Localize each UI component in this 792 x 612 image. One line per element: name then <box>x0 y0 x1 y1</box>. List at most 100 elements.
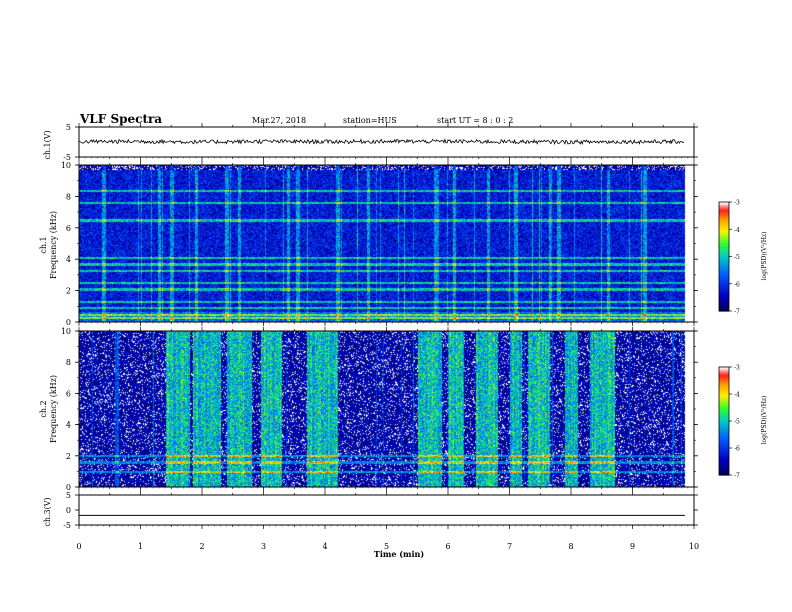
y-tick-label: 2 <box>66 452 71 461</box>
colorbar-cell <box>719 391 729 394</box>
colorbar-cell <box>719 458 729 461</box>
colorbar-cell <box>719 214 729 217</box>
colorbar-cell <box>719 443 729 446</box>
colorbar-tick-label: -5 <box>734 419 740 426</box>
colorbar-cell <box>719 384 729 387</box>
colorbar-cell <box>719 289 729 292</box>
colorbar-cell <box>719 450 729 453</box>
colorbar-cell <box>719 421 729 423</box>
y-tick-label: 5 <box>66 123 71 132</box>
colorbar-cell <box>719 460 729 463</box>
colorbar-cell <box>719 375 729 378</box>
colorbar-cell <box>719 206 729 209</box>
colorbar-cell <box>719 278 729 281</box>
ch1-spectrogram-ylabel: Frequency (kHz) <box>49 211 58 279</box>
colorbar-cell <box>719 208 729 211</box>
colorbar-cell <box>719 241 729 244</box>
x-axis-label: Time (min) <box>374 549 424 559</box>
colorbar-cell <box>719 236 729 239</box>
colorbar-cell <box>719 274 729 277</box>
colorbar-cell <box>719 400 729 403</box>
colorbar-cell <box>719 275 729 278</box>
colorbar-cell <box>719 229 729 232</box>
colorbar-cell <box>719 457 729 460</box>
colorbar-tick-label: -3 <box>734 365 740 372</box>
colorbar-cell <box>719 368 729 371</box>
colorbar-cell <box>719 446 729 449</box>
colorbar-cell <box>719 287 729 290</box>
colorbar-cell <box>719 266 729 268</box>
colorbar-cell <box>719 414 729 417</box>
colorbar-tick-label: -5 <box>734 254 740 261</box>
colorbar-cell <box>719 240 729 243</box>
ch2-spectrogram-panel: 0 2 4 6 8 10 <box>61 327 698 492</box>
colorbar-cell <box>719 395 729 398</box>
x-tick-label: 3 <box>261 542 266 551</box>
colorbar-cell <box>719 283 729 286</box>
colorbar-cell <box>719 465 729 468</box>
ch2-spectrogram-ylabel-channel: ch.2 <box>39 400 48 417</box>
colorbar-cell <box>719 385 729 388</box>
ch1-spectrogram-image <box>79 165 694 322</box>
colorbar-tick-label: -3 <box>734 200 740 207</box>
x-tick-label: 9 <box>630 542 635 551</box>
colorbar-cell <box>719 429 729 432</box>
colorbar-cell <box>719 427 729 430</box>
y-tick-label: 8 <box>66 192 71 201</box>
ch1-spectrogram-ylabel-channel: ch.1 <box>39 236 48 253</box>
colorbar-cell <box>719 245 729 248</box>
colorbar-cell <box>719 464 729 467</box>
colorbar-cell <box>719 270 729 273</box>
colorbar-cell <box>719 426 729 429</box>
colorbar-cell <box>719 407 729 410</box>
colorbar-cell <box>719 372 729 375</box>
panel-frame <box>78 164 695 323</box>
colorbar-cell <box>719 219 729 222</box>
y-tick-label: 0 <box>66 506 71 515</box>
y-tick-label: 4 <box>66 421 71 430</box>
colorbar-cell <box>719 445 729 448</box>
x-tick-label: 0 <box>76 542 81 551</box>
colorbar-cell <box>719 412 729 415</box>
ch1-voltage-trace <box>79 138 685 146</box>
colorbar-cell <box>719 210 729 213</box>
colorbar-cell <box>719 423 729 426</box>
colorbar-cell <box>719 472 729 475</box>
colorbar-cell <box>719 300 729 303</box>
colorbar-cell <box>719 371 729 373</box>
colorbar-cell <box>719 403 729 406</box>
x-tick-label: 4 <box>322 542 327 551</box>
colorbar-cell <box>719 396 729 399</box>
y-tick-label: 2 <box>66 287 71 296</box>
colorbar-cell <box>719 462 729 465</box>
colorbar-cell <box>719 308 729 311</box>
colorbar-tick-label: -6 <box>734 446 740 453</box>
x-tick-label: 10 <box>689 542 699 551</box>
y-tick-label: 10 <box>61 161 71 170</box>
colorbar-cell <box>719 253 729 256</box>
colorbar-cell <box>719 204 729 207</box>
colorbar-cell <box>719 259 729 262</box>
colorbar-cell <box>719 448 729 450</box>
y-tick-label: -5 <box>63 521 71 530</box>
colorbar-cell <box>719 203 729 206</box>
colorbar-cell <box>719 255 729 258</box>
colorbar-cell <box>719 430 729 433</box>
colorbar-cell <box>719 435 729 438</box>
colorbar-cell <box>719 404 729 407</box>
colorbar-cell <box>719 231 729 234</box>
colorbar-cell <box>719 227 729 230</box>
colorbar-cell <box>719 279 729 282</box>
colorbar-tick-label: -4 <box>734 392 740 399</box>
colorbar-cell <box>719 281 729 283</box>
colorbar-cell <box>719 233 729 236</box>
colorbar-cell <box>719 294 729 297</box>
start-ut-label: start UT = 8 : 0 : 2 <box>437 116 513 125</box>
colorbar-cell <box>719 244 729 247</box>
y-tick-label: 4 <box>66 255 71 264</box>
colorbar-cell <box>719 398 729 400</box>
colorbar-tick-label: -7 <box>734 473 740 480</box>
colorbar-cell <box>719 387 729 390</box>
colorbar-cell <box>719 399 729 402</box>
colorbar-cell <box>719 218 729 221</box>
